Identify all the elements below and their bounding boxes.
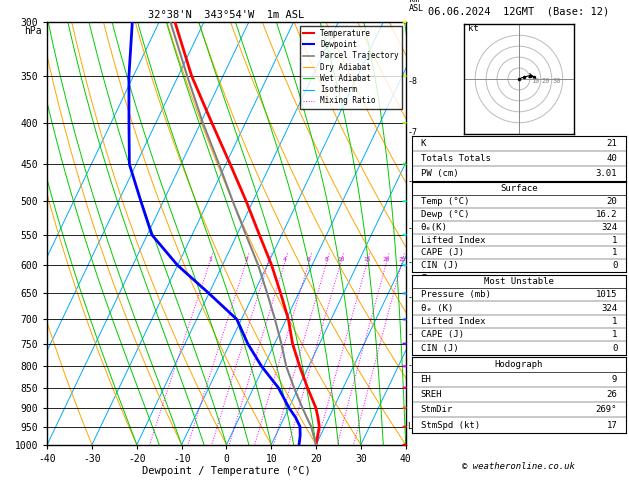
Text: 15: 15 [364,258,371,262]
X-axis label: Dewpoint / Temperature (°C): Dewpoint / Temperature (°C) [142,467,311,476]
Text: © weatheronline.co.uk: © weatheronline.co.uk [462,462,576,471]
Text: 30: 30 [553,78,561,85]
Text: 25: 25 [398,258,406,262]
Text: -1: -1 [408,361,418,370]
Text: 3: 3 [267,258,270,262]
Text: Hodograph: Hodograph [495,360,543,369]
Text: StmSpd (kt): StmSpd (kt) [421,420,480,430]
Text: 17: 17 [606,420,617,430]
Text: 21: 21 [606,139,617,148]
Text: 40: 40 [606,154,617,163]
Title: 32°38'N  343°54'W  1m ASL: 32°38'N 343°54'W 1m ASL [148,10,304,20]
Text: 0: 0 [612,344,617,353]
Text: -7: -7 [408,128,418,137]
Text: Totals Totals: Totals Totals [421,154,491,163]
Text: -4: -4 [408,258,418,267]
Text: kt: kt [467,24,478,33]
Text: θₑ (K): θₑ (K) [421,303,453,312]
Legend: Temperature, Dewpoint, Parcel Trajectory, Dry Adiabat, Wet Adiabat, Isotherm, Mi: Temperature, Dewpoint, Parcel Trajectory… [299,26,402,108]
Text: 3.01: 3.01 [596,169,617,178]
Text: Surface: Surface [500,184,538,193]
Text: 20: 20 [383,258,390,262]
Text: 16.2: 16.2 [596,210,617,219]
Text: Temp (°C): Temp (°C) [421,197,469,206]
Text: CAPE (J): CAPE (J) [421,248,464,258]
Text: Lifted Index: Lifted Index [421,236,485,244]
Text: 1: 1 [208,258,211,262]
Text: -6: -6 [408,176,418,186]
Text: Most Unstable: Most Unstable [484,277,554,286]
Text: LCL: LCL [408,422,423,431]
Text: -3: -3 [408,293,418,302]
Text: 20: 20 [606,197,617,206]
Text: K: K [421,139,426,148]
Text: CIN (J): CIN (J) [421,261,458,270]
Text: SREH: SREH [421,390,442,399]
Text: 20: 20 [542,78,550,85]
Text: EH: EH [421,375,431,384]
Text: CIN (J): CIN (J) [421,344,458,353]
Text: 1: 1 [612,330,617,339]
Text: 10: 10 [337,258,345,262]
Text: 1: 1 [612,248,617,258]
Text: 2: 2 [244,258,248,262]
Text: 1015: 1015 [596,290,617,299]
Text: 26: 26 [606,390,617,399]
Text: 269°: 269° [596,405,617,415]
Text: StmDir: StmDir [421,405,453,415]
Text: 324: 324 [601,223,617,232]
Text: 1: 1 [612,236,617,244]
Text: 324: 324 [601,303,617,312]
Text: 8: 8 [325,258,328,262]
Text: 9: 9 [612,375,617,384]
Text: -2: -2 [408,330,418,339]
Text: -5: -5 [408,224,418,233]
Text: Dewp (°C): Dewp (°C) [421,210,469,219]
Text: 1: 1 [612,317,617,326]
Text: θₑ(K): θₑ(K) [421,223,447,232]
Text: PW (cm): PW (cm) [421,169,458,178]
Text: km
ASL: km ASL [409,0,425,14]
Text: 10: 10 [531,78,540,85]
Text: Lifted Index: Lifted Index [421,317,485,326]
Text: hPa: hPa [24,26,42,36]
Text: 0: 0 [612,261,617,270]
Text: 4: 4 [283,258,287,262]
Text: Mixing Ratio (g/kg): Mixing Ratio (g/kg) [421,240,430,328]
Text: 6: 6 [307,258,311,262]
Text: Pressure (mb): Pressure (mb) [421,290,491,299]
Text: -8: -8 [408,77,418,87]
Text: CAPE (J): CAPE (J) [421,330,464,339]
Text: 06.06.2024  12GMT  (Base: 12): 06.06.2024 12GMT (Base: 12) [428,6,610,17]
